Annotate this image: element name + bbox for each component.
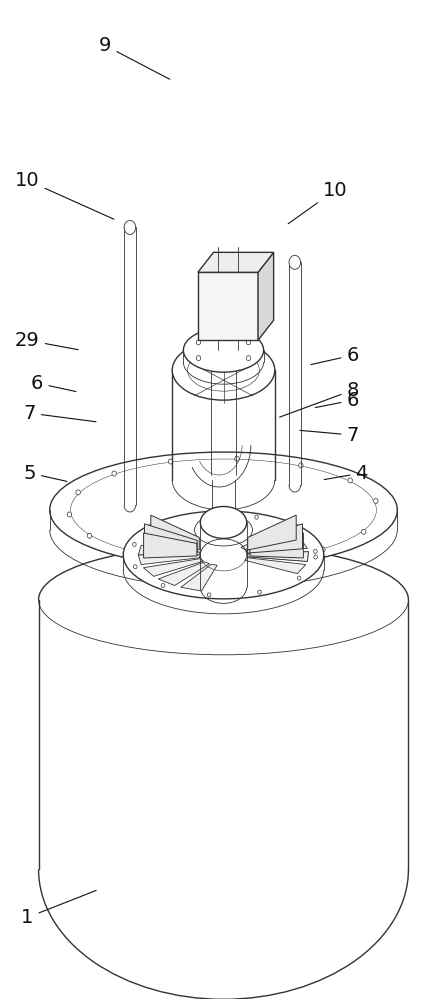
Polygon shape xyxy=(241,529,297,550)
Ellipse shape xyxy=(246,340,251,345)
Ellipse shape xyxy=(172,340,275,400)
Polygon shape xyxy=(198,272,258,340)
Ellipse shape xyxy=(123,511,324,599)
Text: 9: 9 xyxy=(99,36,170,79)
Polygon shape xyxy=(250,533,304,558)
Ellipse shape xyxy=(67,512,72,517)
Text: 8: 8 xyxy=(279,381,359,417)
Ellipse shape xyxy=(348,478,352,483)
Ellipse shape xyxy=(196,340,201,345)
Ellipse shape xyxy=(289,255,300,269)
Polygon shape xyxy=(158,562,210,586)
Polygon shape xyxy=(250,524,303,553)
Polygon shape xyxy=(248,552,308,561)
Ellipse shape xyxy=(295,529,299,533)
Ellipse shape xyxy=(50,452,397,568)
Ellipse shape xyxy=(134,565,137,569)
Polygon shape xyxy=(151,515,199,550)
Ellipse shape xyxy=(207,593,211,597)
Ellipse shape xyxy=(204,513,208,517)
Ellipse shape xyxy=(297,576,301,580)
Ellipse shape xyxy=(76,490,80,495)
Ellipse shape xyxy=(159,523,162,527)
Ellipse shape xyxy=(112,471,116,476)
Polygon shape xyxy=(248,552,308,561)
Ellipse shape xyxy=(200,506,247,538)
Ellipse shape xyxy=(133,542,136,546)
Text: 7: 7 xyxy=(24,404,96,423)
Text: 10: 10 xyxy=(15,171,114,219)
Ellipse shape xyxy=(362,529,366,534)
Polygon shape xyxy=(144,524,197,553)
Polygon shape xyxy=(258,252,274,340)
Text: 7: 7 xyxy=(300,426,359,445)
Ellipse shape xyxy=(124,220,136,234)
Ellipse shape xyxy=(374,499,378,504)
Text: 1: 1 xyxy=(21,890,96,927)
Polygon shape xyxy=(143,559,203,576)
Ellipse shape xyxy=(299,463,303,468)
Polygon shape xyxy=(198,252,274,272)
Ellipse shape xyxy=(255,515,258,519)
Ellipse shape xyxy=(161,583,165,587)
Text: 4: 4 xyxy=(324,464,368,483)
Text: 6: 6 xyxy=(315,391,359,410)
Ellipse shape xyxy=(320,547,325,552)
Polygon shape xyxy=(246,539,308,553)
Ellipse shape xyxy=(246,356,251,361)
Text: 6: 6 xyxy=(31,374,76,393)
Ellipse shape xyxy=(194,514,253,546)
Ellipse shape xyxy=(133,550,137,555)
Text: 10: 10 xyxy=(288,181,347,224)
Ellipse shape xyxy=(314,549,317,553)
Text: 29: 29 xyxy=(15,331,78,350)
Text: 5: 5 xyxy=(23,464,67,483)
Ellipse shape xyxy=(261,557,266,562)
Polygon shape xyxy=(248,515,296,550)
Text: 6: 6 xyxy=(311,346,359,365)
Ellipse shape xyxy=(194,558,199,563)
Ellipse shape xyxy=(196,356,201,361)
Polygon shape xyxy=(143,533,197,558)
Polygon shape xyxy=(138,545,200,555)
Ellipse shape xyxy=(258,590,261,594)
Polygon shape xyxy=(245,558,306,574)
Ellipse shape xyxy=(183,328,264,372)
Ellipse shape xyxy=(169,459,173,464)
Ellipse shape xyxy=(87,533,92,538)
Ellipse shape xyxy=(314,555,317,559)
Polygon shape xyxy=(181,564,217,591)
Ellipse shape xyxy=(235,456,239,461)
Polygon shape xyxy=(138,555,200,565)
